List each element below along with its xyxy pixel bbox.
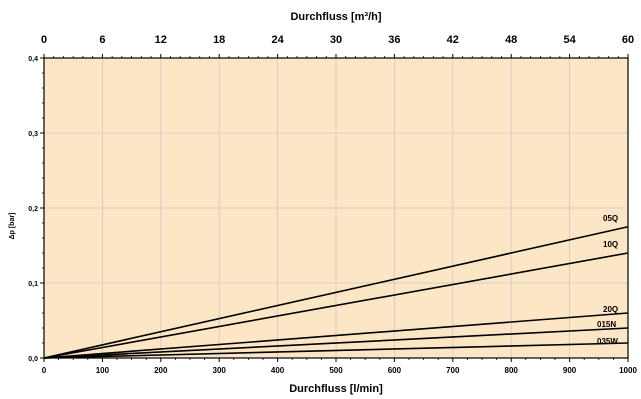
series-line-10Q — [43, 252, 629, 359]
left-axis: 0,0 0,1 0,2 0,3 0,4 — [28, 56, 44, 363]
bottom-axis: 0 100 200 300 400 500 600 700 800 900 1000 — [42, 358, 637, 375]
series-label-05Q: 05Q — [603, 214, 618, 223]
bottom-tick-label: 1000 — [619, 366, 637, 375]
bottom-tick-label: 800 — [505, 366, 519, 375]
y-axis-title: Δp [bar] — [9, 213, 16, 240]
series-label-20Q: 20Q — [603, 305, 618, 314]
top-tick-label: 12 — [155, 34, 167, 46]
series-line-20Q — [43, 312, 629, 359]
bottom-tick-label: 300 — [213, 366, 227, 375]
bottom-tick-label: 400 — [271, 366, 285, 375]
bottom-tick-label: 700 — [446, 366, 460, 375]
bottom-tick-label: 500 — [329, 366, 343, 375]
top-tick-label: 42 — [447, 34, 459, 46]
top-tick-label: 36 — [388, 34, 400, 46]
grid-lines — [44, 58, 628, 358]
top-axis: 0 6 12 18 24 30 36 42 48 54 60 — [41, 34, 634, 58]
left-tick-label: 0,1 — [28, 281, 38, 288]
left-tick-label: 0,3 — [28, 131, 38, 138]
top-tick-label: 48 — [505, 34, 517, 46]
series-label-035W: 035W — [597, 337, 618, 346]
bottom-axis-title: Durchfluss [l/min] — [289, 383, 383, 395]
bottom-tick-label: 600 — [388, 366, 402, 375]
left-tick-label: 0,2 — [28, 206, 38, 213]
series-lines — [43, 225, 629, 359]
series-labels: 05Q 10Q 20Q 015N 035W — [597, 214, 618, 346]
left-tick-label: 0,4 — [28, 56, 38, 63]
bottom-tick-label: 200 — [154, 366, 168, 375]
left-tick-label: 0,0 — [28, 356, 38, 363]
bottom-tick-label: 0 — [42, 366, 47, 375]
top-axis-title: Durchfluss [m³/h] — [290, 11, 381, 23]
top-tick-label: 24 — [271, 34, 284, 46]
series-label-10Q: 10Q — [603, 240, 618, 249]
top-tick-label: 6 — [99, 34, 105, 46]
bottom-tick-label: 100 — [96, 366, 110, 375]
top-tick-label: 0 — [41, 34, 47, 46]
series-line-035W — [43, 342, 629, 359]
top-tick-label: 60 — [622, 34, 634, 46]
series-line-05Q — [43, 225, 629, 359]
top-tick-label: 18 — [213, 34, 225, 46]
series-label-015N: 015N — [597, 320, 616, 329]
top-tick-label: 30 — [330, 34, 342, 46]
top-tick-label: 54 — [563, 34, 576, 46]
bottom-tick-label: 900 — [563, 366, 577, 375]
series-line-015N — [43, 327, 629, 359]
